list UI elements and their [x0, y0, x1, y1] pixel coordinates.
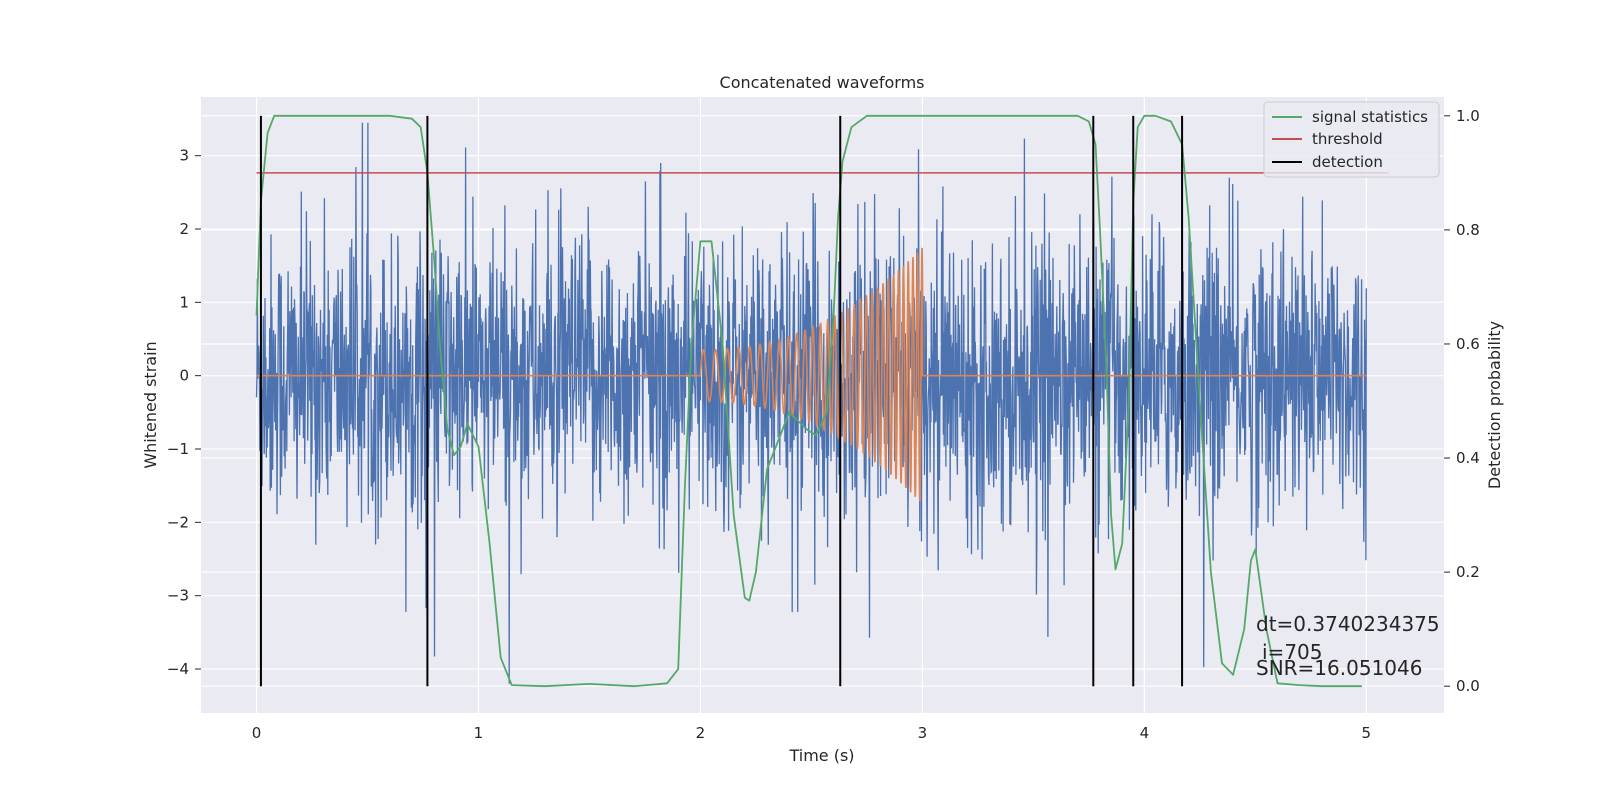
y-tick-label: −1	[167, 440, 189, 458]
y-tick-label: 2	[179, 220, 189, 238]
y2-tick-label: 0.0	[1456, 677, 1480, 695]
annotation-dt: dt=0.3740234375	[1256, 612, 1440, 636]
signal-statistics-line	[255, 114, 1362, 688]
y-tick-label: 0	[179, 367, 189, 385]
legend-label-signal-statistics: signal statistics	[1312, 108, 1428, 126]
y-axis-label: Whitened strain	[141, 341, 160, 468]
chart-title: Concatenated waveforms	[720, 73, 925, 92]
x-tick-label: 0	[252, 724, 262, 742]
legend-label-threshold: threshold	[1312, 130, 1383, 148]
annotation-i: i=705	[1262, 640, 1323, 664]
y2-axis-label: Detection probability	[1485, 321, 1504, 489]
ticks-layer: 0 1 2 3 4 5 3 2 1 0 −1 −2 −3 −4 1.0 0.8 0.6 0.4 0.2 0.0	[167, 107, 1480, 742]
y-tick-label: −2	[167, 513, 189, 531]
y2-tick-label: 0.8	[1456, 221, 1480, 239]
series-layer	[255, 114, 1389, 688]
y2-tick-label: 1.0	[1456, 107, 1480, 125]
x-tick-label: 2	[696, 724, 706, 742]
y-tick-label: 1	[179, 293, 189, 311]
injected-waveform-line	[256, 247, 1367, 502]
legend: signal statistics threshold detection	[1263, 101, 1440, 178]
x-tick-label: 3	[918, 724, 928, 742]
legend-label-detection: detection	[1312, 153, 1383, 171]
y-tick-label: −3	[167, 587, 189, 605]
legend-box	[1263, 101, 1440, 178]
y-tick-label: −4	[167, 660, 189, 678]
x-axis-label: Time (s)	[788, 746, 854, 765]
y2-tick-label: 0.6	[1456, 335, 1480, 353]
x-tick-label: 1	[474, 724, 484, 742]
annotation-snr: SNR=16.051046	[1256, 656, 1422, 680]
y2-tick-label: 0.2	[1456, 563, 1480, 581]
y-tick-label: 3	[179, 147, 189, 165]
x-tick-label: 5	[1362, 724, 1372, 742]
y2-tick-label: 0.4	[1456, 449, 1480, 467]
x-tick-label: 4	[1140, 724, 1150, 742]
